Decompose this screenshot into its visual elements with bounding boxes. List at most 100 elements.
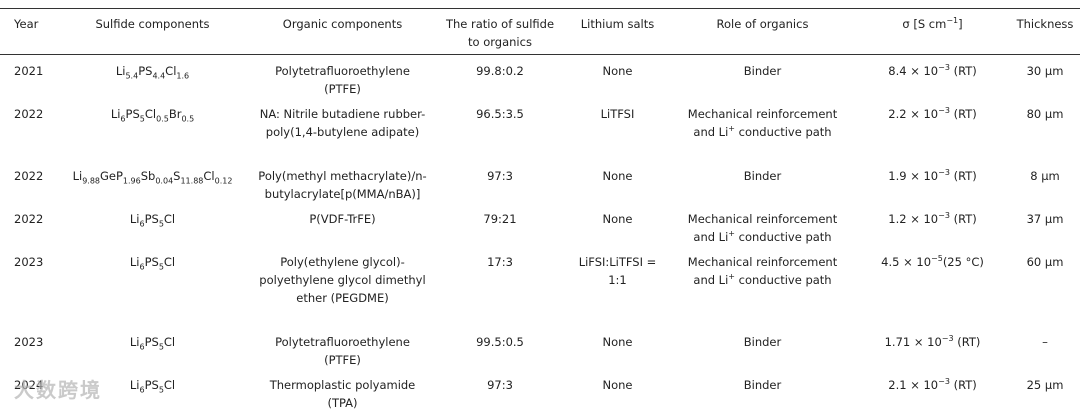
text-segment: PS xyxy=(144,255,159,269)
column-header: The ratio of sulfide to organics xyxy=(445,17,555,49)
table-cell: NA: Nitrile butadiene rubber-poly(1,4-bu… xyxy=(259,107,426,139)
text-segment: Li xyxy=(129,255,140,269)
table-cell: 30 μm xyxy=(1026,64,1064,78)
table-cell: 25 μm xyxy=(1026,378,1064,392)
script-text: 5.4 xyxy=(125,71,139,81)
data-table: Year Sulfide components Organic components… xyxy=(0,8,1080,410)
table-row: 2021 Li5.4PS4.4Cl1.6 Polytetrafluoroethyle… xyxy=(0,55,1080,99)
table-cell: 4.5 × 10−5(25 °C) xyxy=(855,246,1010,326)
text-segment: 8.4 × 10 xyxy=(888,64,939,78)
column-header: Thickness xyxy=(1016,17,1074,31)
text-segment: Sb xyxy=(140,169,156,183)
table-cell: None xyxy=(602,378,633,392)
script-text: + xyxy=(728,272,735,282)
script-text: 5 xyxy=(158,219,164,229)
table-cell: – xyxy=(1042,335,1048,349)
script-text: 5 xyxy=(139,114,145,124)
text-segment: 1.2 × 10 xyxy=(888,212,939,226)
script-text: −5 xyxy=(931,254,943,264)
text-segment: Cl xyxy=(203,169,215,183)
text-segment: Li xyxy=(129,212,140,226)
script-text: 11.88 xyxy=(180,176,204,186)
table-cell: P(VDF-TrFE) xyxy=(309,212,376,226)
text-segment: conductive path xyxy=(735,273,832,287)
table-cell: Li6PS5Cl0.5Br0.5 xyxy=(55,98,250,160)
text-segment: Br xyxy=(168,107,182,121)
table-cell: 37 μm xyxy=(1026,212,1064,226)
table-cell: Li6PS5Cl xyxy=(55,203,250,246)
table-cell: Binder xyxy=(743,335,782,349)
table-cell: 8.4 × 10−3 (RT) xyxy=(855,55,1010,99)
text-segment: conductive path xyxy=(735,230,832,244)
table-cell: 1.2 × 10−3 (RT) xyxy=(855,203,1010,246)
column-header: Role of organics xyxy=(716,17,809,31)
table-cell: Polytetrafluoroethylene (PTFE) xyxy=(275,64,410,96)
text-segment: (RT) xyxy=(949,212,977,226)
table-cell: Li9.88GeP1.96Sb0.04S11.88Cl0.12 xyxy=(55,160,250,203)
text-segment: 4.5 × 10 xyxy=(881,255,932,269)
text-segment: ] xyxy=(958,17,963,31)
table-cell: Li6PS5Cl xyxy=(55,246,250,326)
table-cell: 2.1 × 10−3 (RT) xyxy=(855,369,1010,410)
text-segment: S xyxy=(173,169,181,183)
text-segment: Cl xyxy=(163,335,176,349)
script-text: + xyxy=(728,229,735,239)
script-text: −3 xyxy=(938,211,950,221)
text-segment: Cl xyxy=(163,212,176,226)
script-text: −3 xyxy=(938,106,950,116)
script-text: 9.88 xyxy=(82,176,100,186)
table-cell: 17:3 xyxy=(487,255,513,269)
table-row: 2022 Li6PS5Cl P(VDF-TrFE) 79:21 None Mechanic… xyxy=(0,203,1080,246)
table-cell: LiFSI:LiTFSI = 1:1 xyxy=(578,255,657,287)
table-cell: 60 μm xyxy=(1026,255,1064,269)
table-cell: 8 μm xyxy=(1030,169,1060,183)
text-segment: Mechanical reinforcement and Li xyxy=(687,107,838,139)
table-cell: Li5.4PS4.4Cl1.6 xyxy=(55,55,250,99)
script-text: 4.4 xyxy=(152,71,166,81)
table-cell: 2021 xyxy=(14,64,44,78)
header-row: Year Sulfide components Organic components… xyxy=(0,8,1080,55)
table-row: 2024 Li6PS5Cl Thermoplastic polyamide (TPA… xyxy=(0,369,1080,410)
table-cell: LiTFSI xyxy=(600,107,635,121)
table-cell: None xyxy=(602,169,633,183)
column-header: σ [S cm−1] xyxy=(855,9,1010,55)
script-text: 0.12 xyxy=(214,176,233,186)
table-cell: Binder xyxy=(743,378,782,392)
table-cell: 2022 xyxy=(14,169,44,183)
script-text: −3 xyxy=(941,334,954,344)
table-cell: Mechanical reinforcement and Li+ conduct… xyxy=(670,98,855,160)
text-segment: (RT) xyxy=(949,378,977,392)
script-text: 5 xyxy=(158,342,164,352)
script-text: 6 xyxy=(139,342,145,352)
text-segment: (25 °C) xyxy=(942,255,984,269)
table-cell: Thermoplastic polyamide (TPA) xyxy=(269,378,416,410)
text-segment: (RT) xyxy=(949,107,977,121)
table-cell: 2024 xyxy=(14,378,44,392)
text-segment: Li xyxy=(115,64,126,78)
text-segment: (RT) xyxy=(949,64,977,78)
table-cell: 99.5:0.5 xyxy=(476,335,524,349)
text-segment: Li xyxy=(129,378,140,392)
text-segment: 1.9 × 10 xyxy=(888,169,939,183)
script-text: 6 xyxy=(139,262,145,272)
text-segment: PS xyxy=(138,64,153,78)
script-text: 6 xyxy=(139,385,145,395)
table-row: 2023 Li6PS5Cl Poly(ethylene glycol)-polyet… xyxy=(0,246,1080,326)
script-text: + xyxy=(728,124,735,134)
text-segment: (RT) xyxy=(949,169,977,183)
table-cell: 2022 xyxy=(14,212,44,226)
text-segment: PS xyxy=(144,378,159,392)
column-header: Sulfide components xyxy=(95,17,210,31)
script-text: −3 xyxy=(938,377,950,387)
table-cell: Mechanical reinforcement and Li+ conduct… xyxy=(670,203,855,246)
text-segment: PS xyxy=(144,335,159,349)
table-cell: 96.5:3.5 xyxy=(476,107,524,121)
script-text: 1.96 xyxy=(122,176,141,186)
script-text: 0.04 xyxy=(155,176,174,186)
table-cell: None xyxy=(602,212,633,226)
text-segment: PS xyxy=(144,212,159,226)
text-segment: Mechanical reinforcement and Li xyxy=(687,255,838,287)
table-cell: 2023 xyxy=(14,335,44,349)
text-segment: Li xyxy=(110,107,121,121)
table-cell: 97:3 xyxy=(487,169,513,183)
